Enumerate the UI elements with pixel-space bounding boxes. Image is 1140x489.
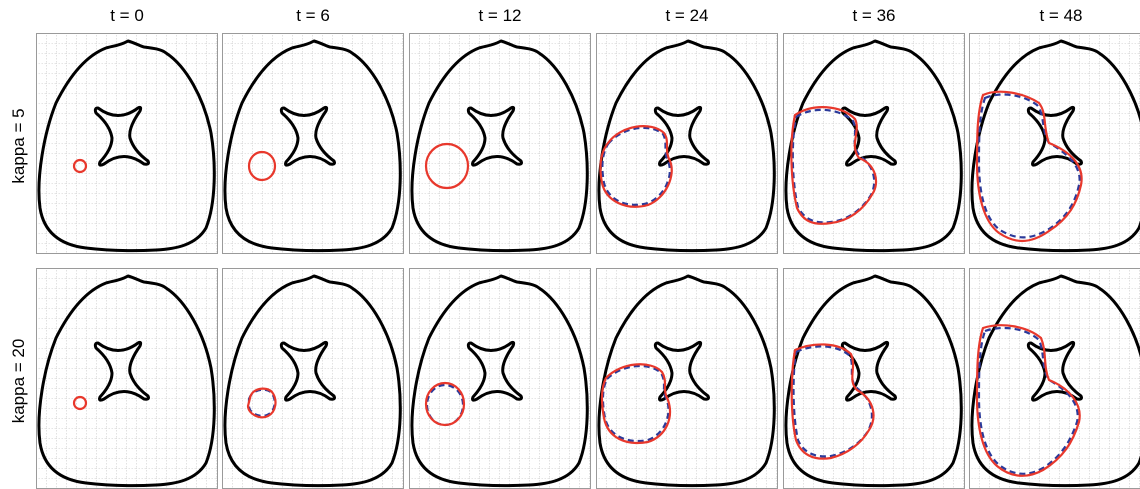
tumor-contour bbox=[424, 142, 470, 190]
grid-background bbox=[222, 268, 404, 489]
grid-background bbox=[969, 268, 1140, 489]
panel-row2-col1 bbox=[36, 268, 218, 489]
head-outline-icon bbox=[597, 39, 776, 253]
grid-background bbox=[969, 33, 1140, 254]
grid-background bbox=[409, 268, 591, 489]
column-title-t12: t = 12 bbox=[478, 6, 521, 25]
x-obstacle-icon bbox=[279, 340, 336, 402]
grid-background bbox=[783, 33, 965, 254]
tumor-contour bbox=[247, 150, 277, 182]
x-obstacle-icon bbox=[653, 340, 710, 402]
x-obstacle-icon bbox=[93, 105, 150, 167]
panel-frame bbox=[409, 33, 591, 254]
panels-group bbox=[36, 33, 1140, 489]
column-title-t36: t = 36 bbox=[852, 6, 895, 25]
panel-frame bbox=[222, 33, 404, 254]
head-outline-icon bbox=[223, 274, 402, 488]
panel-frame bbox=[596, 33, 778, 254]
column-title-t48: t = 48 bbox=[1039, 6, 1082, 25]
grid-background bbox=[409, 33, 591, 254]
panel-frame bbox=[969, 33, 1140, 254]
panel-row1-col4 bbox=[596, 33, 778, 254]
tumor-contour bbox=[790, 343, 875, 460]
column-title-t24: t = 24 bbox=[665, 6, 708, 25]
row-title-kappa20: kappa = 20 bbox=[9, 339, 28, 424]
grid-background bbox=[222, 33, 404, 254]
tumor-contour bbox=[975, 90, 1083, 243]
panel-row1-col6 bbox=[969, 33, 1140, 254]
panel-row2-col6 bbox=[969, 268, 1140, 489]
tumor-contour bbox=[72, 395, 88, 411]
grid-background bbox=[36, 268, 218, 489]
panel-row1-col2 bbox=[222, 33, 404, 254]
reference-contour bbox=[977, 326, 1079, 475]
head-outline-icon bbox=[37, 274, 216, 488]
tumor-contour bbox=[599, 125, 673, 208]
row-title-kappa5: kappa = 5 bbox=[9, 108, 28, 183]
head-outline-icon bbox=[970, 274, 1140, 488]
panel-row1-col5 bbox=[783, 33, 965, 254]
head-outline-icon bbox=[410, 39, 589, 253]
head-outline-icon bbox=[597, 274, 776, 488]
panel-row1-col3 bbox=[409, 33, 591, 254]
grid-background bbox=[36, 33, 218, 254]
head-outline-icon bbox=[223, 39, 402, 253]
reference-contour bbox=[601, 126, 671, 206]
tumor-contour bbox=[72, 158, 88, 174]
grid-background bbox=[596, 33, 778, 254]
column-title-t0: t = 0 bbox=[110, 6, 144, 25]
x-obstacle-icon bbox=[840, 340, 897, 402]
head-outline-icon bbox=[410, 274, 589, 488]
panel-frame bbox=[783, 33, 965, 254]
tumor-contour bbox=[424, 381, 466, 427]
panel-frame bbox=[36, 33, 218, 254]
tumor-contour bbox=[600, 363, 672, 445]
x-obstacle-icon bbox=[466, 105, 523, 167]
tumor-contour bbox=[246, 387, 277, 419]
column-title-t6: t = 6 bbox=[296, 6, 330, 25]
grid-background bbox=[596, 268, 778, 489]
x-obstacle-icon bbox=[653, 105, 710, 167]
tumor-contour bbox=[975, 324, 1081, 477]
head-outline-icon bbox=[970, 39, 1140, 253]
reference-contour bbox=[977, 93, 1081, 239]
panel-row1-col1 bbox=[36, 33, 218, 254]
head-outline-icon bbox=[784, 274, 963, 488]
panel-row2-col3 bbox=[409, 268, 591, 489]
grid-background bbox=[783, 268, 965, 489]
x-obstacle-icon bbox=[466, 340, 523, 402]
head-outline-icon bbox=[37, 39, 216, 253]
head-outline-icon bbox=[784, 39, 963, 253]
panel-row2-col5 bbox=[783, 268, 965, 489]
panel-row2-col2 bbox=[222, 268, 404, 489]
tumor-contour bbox=[790, 106, 878, 225]
panel-row2-col4 bbox=[596, 268, 778, 489]
x-obstacle-icon bbox=[93, 340, 150, 402]
x-obstacle-icon bbox=[279, 105, 336, 167]
x-obstacle-icon bbox=[1026, 340, 1083, 402]
